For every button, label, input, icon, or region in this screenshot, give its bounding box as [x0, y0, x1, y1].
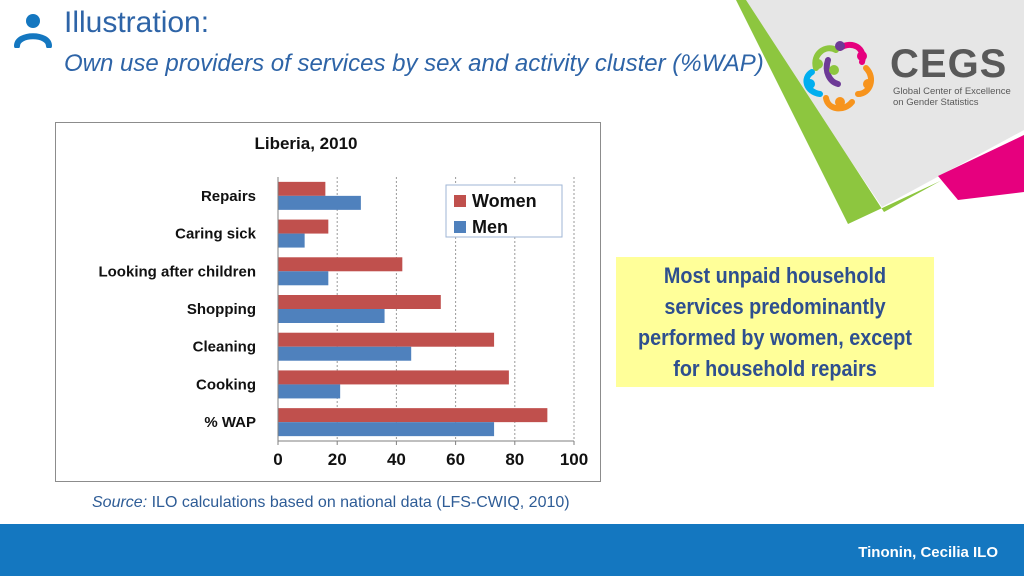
grey-corner-shape: [742, 0, 1024, 207]
bar-men-3: [278, 309, 385, 323]
x-tick-label: 20: [328, 450, 347, 469]
person-icon: [14, 14, 52, 48]
legend-swatch-women: [454, 195, 466, 207]
bar-men-4: [278, 346, 412, 361]
bar-men-1: [278, 233, 305, 248]
page-subtitle: Own use providers of services by sex and…: [64, 50, 764, 77]
x-tick-label: 80: [505, 450, 524, 469]
legend-swatch-men: [454, 221, 466, 233]
footer-author: Tinonin, Cecilia ILO: [858, 544, 998, 561]
cegs-logo-icon: [803, 41, 875, 112]
chart-container: Liberia, 2010 Repairs Caring sick Looking a…: [55, 122, 601, 482]
category-label: Shopping: [187, 301, 256, 318]
green-stripe-shape: [736, 0, 1024, 224]
magenta-corner-shape: [938, 135, 1024, 200]
callout-text: Most unpaid household services predomina…: [638, 263, 912, 381]
bar-women-1: [278, 219, 329, 234]
bar-men-6: [278, 422, 495, 437]
category-label: Cleaning: [193, 339, 256, 356]
category-label: Cooking: [196, 376, 256, 393]
legend-label-men: Men: [472, 217, 508, 237]
source-text: ILO calculations based on national data …: [151, 494, 570, 511]
bar-women-4: [278, 332, 495, 347]
x-tick-label: 100: [560, 450, 588, 469]
page-title: Illustration:: [64, 6, 210, 39]
bar-women-3: [278, 295, 441, 309]
chart-title: Liberia, 2010: [254, 134, 357, 153]
category-label: Caring sick: [175, 226, 257, 243]
callout-box: Most unpaid household services predomina…: [616, 257, 934, 387]
x-tick-label: 40: [387, 450, 406, 469]
category-label: % WAP: [204, 414, 256, 431]
logo-subtitle-line-1: Global Center of Excellence: [893, 86, 1011, 97]
bar-men-0: [278, 195, 361, 210]
bar-women-5: [278, 370, 509, 385]
category-label: Looking after children: [98, 263, 256, 280]
logo-title: CEGS: [890, 42, 1008, 86]
footer-bar: Tinonin, Cecilia ILO: [0, 524, 1024, 576]
source-note: Source: ILO calculations based on nation…: [92, 494, 570, 512]
bar-chart: Liberia, 2010 Repairs Caring sick Looking a…: [98, 134, 588, 469]
category-label: Repairs: [201, 188, 256, 205]
x-tick-label: 0: [273, 450, 282, 469]
bar-women-2: [278, 257, 403, 272]
bar-women-6: [278, 408, 548, 423]
source-label: Source:: [92, 494, 148, 511]
bar-men-5: [278, 384, 341, 399]
logo-subtitle-line-2: on Gender Statistics: [893, 97, 979, 108]
legend-label-women: Women: [472, 191, 537, 211]
bar-women-0: [278, 181, 326, 196]
bar-men-2: [278, 271, 329, 286]
x-tick-label: 60: [446, 450, 465, 469]
logo-subtitle: Global Center of Excellence on Gender St…: [893, 86, 1023, 108]
